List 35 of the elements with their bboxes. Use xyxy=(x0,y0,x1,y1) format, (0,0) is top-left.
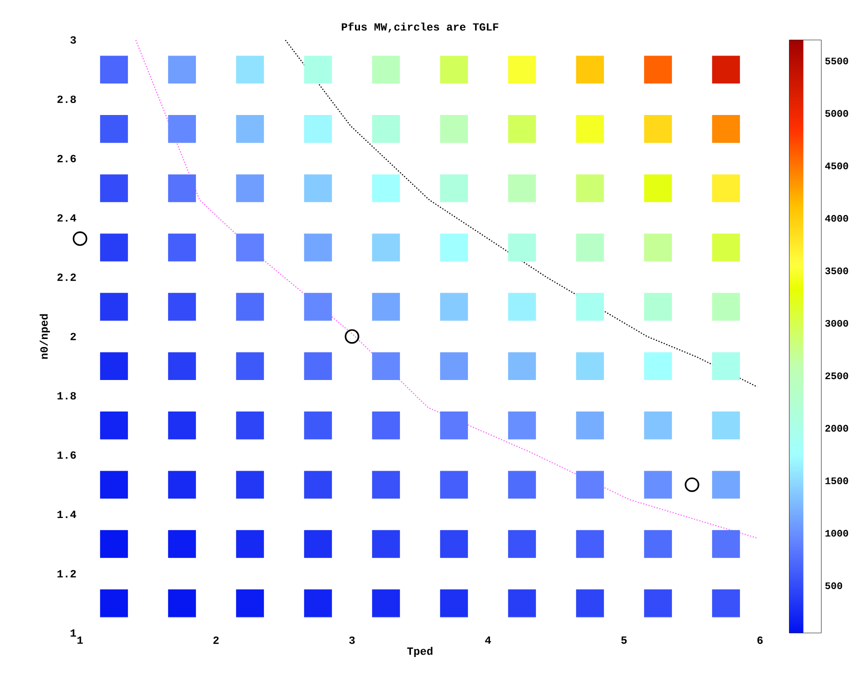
x-tick-label: 4 xyxy=(485,636,491,644)
color-bar-label: 1500 xyxy=(825,477,848,484)
color-bar-label: 2000 xyxy=(825,424,848,432)
point xyxy=(684,477,700,492)
x-tick-label: 1 xyxy=(77,636,83,644)
y-tick-label: 3 xyxy=(70,36,76,44)
x-axis-title: Tped xyxy=(407,646,432,658)
y-tick-label: 1.4 xyxy=(57,510,76,518)
y-tick-label: 1 xyxy=(70,629,76,637)
y-tick-label: 2.2 xyxy=(57,274,76,281)
y-tick-label: 2.8 xyxy=(57,96,76,104)
point xyxy=(344,329,360,344)
color-bar-label: 3000 xyxy=(825,320,848,327)
color-bar-label: 1000 xyxy=(825,530,848,537)
point xyxy=(72,231,88,246)
y-tick-label: 2.4 xyxy=(57,214,76,222)
y-tick-label: 1.8 xyxy=(57,392,76,400)
color-bar-label: 3500 xyxy=(825,267,848,274)
x-tick-label: 2 xyxy=(213,636,219,644)
y-tick-label: 2 xyxy=(70,332,76,340)
color-bar-label: 4000 xyxy=(825,215,848,222)
x-tick-label: 3 xyxy=(349,636,355,644)
color-bar-label: 5500 xyxy=(825,58,848,64)
color-bar-label: 4500 xyxy=(825,162,848,170)
x-tick-label: 5 xyxy=(621,636,627,644)
y-axis-title: n0/nped xyxy=(40,314,50,359)
y-tick-label: 1.2 xyxy=(57,570,76,578)
color-bar-label: 2500 xyxy=(825,372,848,380)
color-bar-label: 5000 xyxy=(825,110,848,117)
y-tick-label: 1.6 xyxy=(57,451,76,459)
line-series xyxy=(284,40,758,388)
chart-title: Pfus MW,circles are TGLF xyxy=(342,22,498,32)
y-tick-label: 2.6 xyxy=(57,154,76,162)
color-bar-label: 500 xyxy=(825,582,842,590)
x-tick-label: 6 xyxy=(757,636,763,644)
